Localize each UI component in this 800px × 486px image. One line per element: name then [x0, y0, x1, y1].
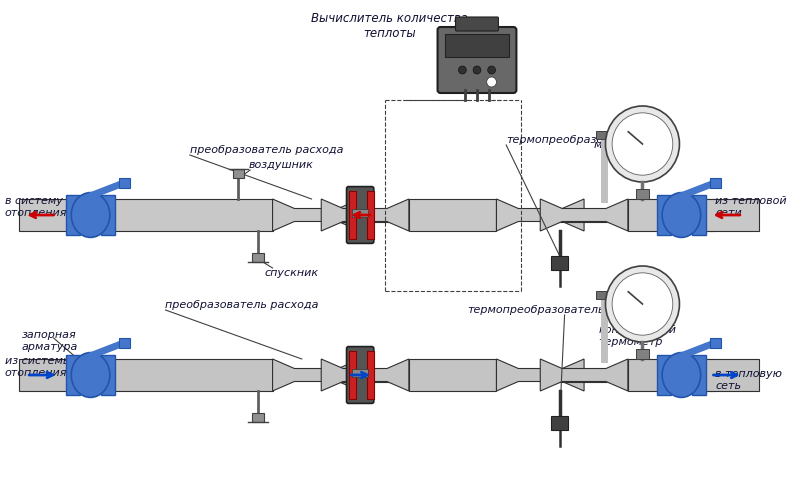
Polygon shape — [367, 350, 374, 399]
Polygon shape — [350, 350, 356, 399]
Polygon shape — [273, 199, 360, 231]
Ellipse shape — [71, 353, 110, 398]
Circle shape — [473, 66, 481, 74]
Bar — [551, 256, 569, 270]
Polygon shape — [367, 191, 374, 240]
Polygon shape — [331, 368, 399, 382]
Polygon shape — [657, 195, 670, 235]
Polygon shape — [692, 355, 706, 395]
Polygon shape — [409, 359, 497, 391]
Polygon shape — [550, 368, 623, 382]
Bar — [233, 169, 244, 178]
Circle shape — [612, 273, 673, 335]
Polygon shape — [701, 199, 759, 231]
Polygon shape — [112, 359, 273, 391]
Polygon shape — [550, 208, 623, 222]
Polygon shape — [112, 199, 273, 231]
Polygon shape — [331, 208, 399, 222]
Bar — [636, 189, 650, 199]
Bar — [352, 209, 368, 217]
Text: в тепловую
сеть: в тепловую сеть — [715, 369, 782, 391]
Polygon shape — [66, 195, 80, 235]
Bar — [252, 413, 264, 422]
Polygon shape — [628, 199, 715, 231]
Circle shape — [606, 106, 679, 182]
Ellipse shape — [71, 192, 110, 237]
Polygon shape — [657, 355, 670, 395]
Circle shape — [458, 66, 466, 74]
Polygon shape — [497, 359, 584, 391]
Polygon shape — [350, 191, 356, 240]
Text: термопреобразователь: термопреобразователь — [506, 135, 644, 145]
Bar — [596, 291, 611, 299]
Text: термопреобразователь: термопреобразователь — [467, 305, 605, 315]
Text: запорная
арматура: запорная арматура — [22, 330, 78, 351]
Bar — [596, 131, 611, 139]
Bar — [710, 338, 722, 347]
Text: из системы
отопления: из системы отопления — [5, 356, 71, 378]
Text: Вычислитель количества
теплоты: Вычислитель количества теплоты — [311, 12, 468, 40]
Polygon shape — [19, 199, 68, 231]
Circle shape — [488, 66, 495, 74]
Polygon shape — [409, 199, 497, 231]
Polygon shape — [102, 195, 115, 235]
Polygon shape — [322, 199, 409, 231]
Polygon shape — [497, 199, 584, 231]
Polygon shape — [273, 359, 360, 391]
Polygon shape — [692, 195, 706, 235]
FancyBboxPatch shape — [346, 187, 374, 243]
Text: манометр: манометр — [594, 140, 652, 150]
Bar — [118, 177, 130, 188]
Text: спускник: спускник — [265, 268, 319, 278]
Text: контрольный
термометр: контрольный термометр — [598, 325, 677, 347]
Bar — [352, 369, 368, 377]
Polygon shape — [322, 359, 409, 391]
Ellipse shape — [662, 192, 701, 237]
Polygon shape — [540, 359, 628, 391]
Polygon shape — [540, 199, 628, 231]
Bar — [710, 177, 722, 188]
FancyBboxPatch shape — [346, 347, 374, 403]
Ellipse shape — [662, 353, 701, 398]
Text: воздушник: воздушник — [248, 160, 313, 170]
Polygon shape — [19, 359, 68, 391]
Polygon shape — [66, 355, 80, 395]
FancyBboxPatch shape — [438, 27, 517, 93]
Circle shape — [612, 113, 673, 175]
Polygon shape — [628, 359, 715, 391]
Bar — [446, 34, 509, 57]
Bar — [551, 416, 569, 430]
Text: преобразователь расхода: преобразователь расхода — [166, 300, 319, 310]
Circle shape — [486, 77, 497, 87]
Text: из тепловой
сети: из тепловой сети — [715, 196, 787, 218]
Polygon shape — [102, 355, 115, 395]
FancyBboxPatch shape — [455, 17, 498, 31]
Circle shape — [606, 266, 679, 342]
Text: преобразователь расхода: преобразователь расхода — [190, 145, 343, 155]
Bar — [636, 349, 650, 359]
Text: в систему
отопления: в систему отопления — [5, 196, 67, 218]
Bar — [118, 338, 130, 347]
Bar — [252, 253, 264, 262]
Polygon shape — [701, 359, 759, 391]
